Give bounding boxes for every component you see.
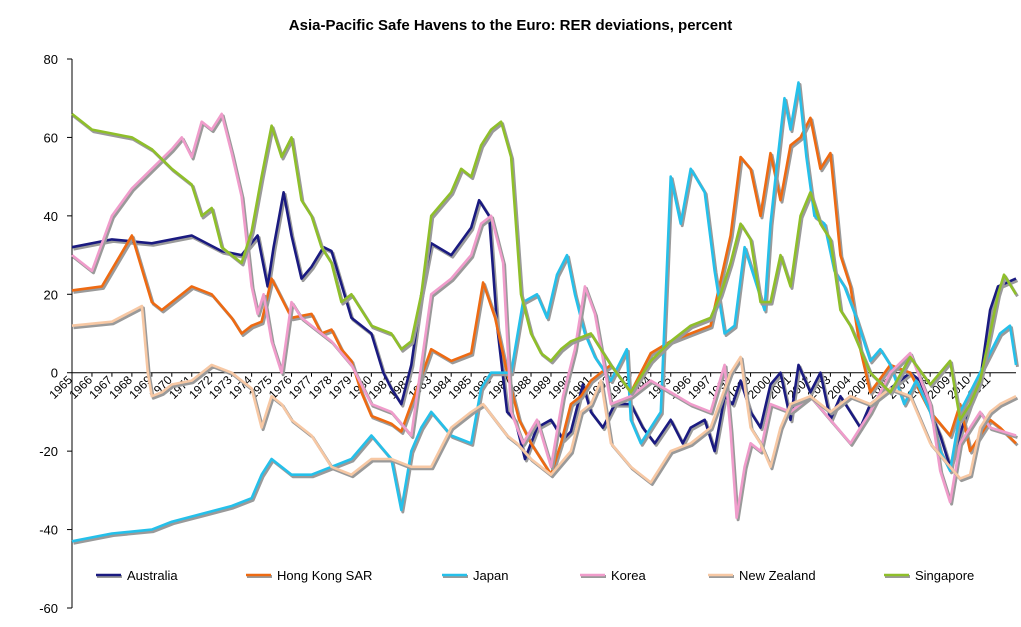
y-tick-label: 60 [44,130,58,145]
y-tick-label: -60 [39,601,58,616]
legend-label-singapore: Singapore [915,568,974,583]
series-line-korea [71,112,1017,520]
series-shadow-australia [73,192,1019,471]
series-line-australia [71,191,1017,469]
series-lines [71,81,1019,545]
legend-label-new-zealand: New Zealand [739,568,816,583]
series-line-singapore [71,112,1018,422]
legend: Australia Hong Kong SAR Japan Korea New Zeal… [96,568,974,583]
series-shadow-korea [72,114,1018,522]
y-tick-label: 0 [51,366,58,381]
series-line-new-zealand [71,304,1017,484]
series-line-japan [71,81,1018,543]
y-tick-label: 40 [44,209,58,224]
legend-label-hong-kong-sar: Hong Kong SAR [277,568,372,583]
legend-label-japan: Japan [473,568,508,583]
y-tick-label: 20 [44,287,58,302]
y-tick-label: -20 [39,444,58,459]
legend-label-australia: Australia [127,568,178,583]
series-line-hong-kong-sar [71,116,1017,477]
y-axis: -60 -40 -20 0 20 40 60 80 [39,52,73,616]
y-tick-label: -40 [39,523,58,538]
y-tick-label: 80 [44,52,58,67]
legend-label-korea: Korea [611,568,646,583]
chart-title: Asia-Pacific Safe Havens to the Euro: RE… [288,17,733,34]
